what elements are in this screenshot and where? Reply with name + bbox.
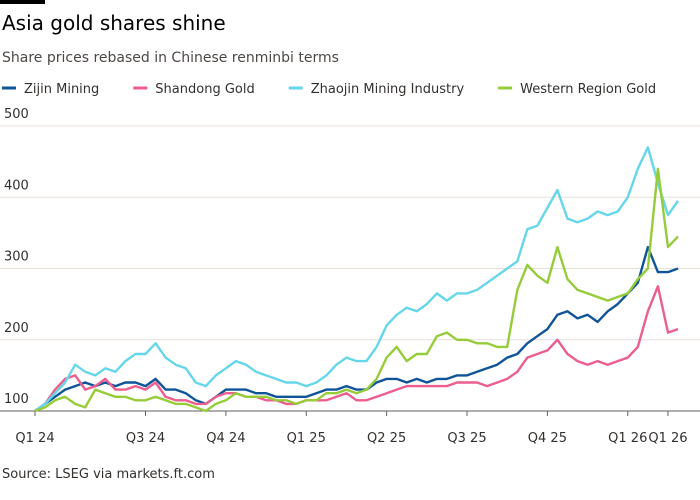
y-tick-label: 500 — [4, 107, 29, 122]
series-line — [34, 245, 679, 412]
x-tick-label: Q1 26 — [648, 431, 687, 446]
legend-label: Western Region Gold — [520, 82, 656, 97]
x-tick-label: Q2 25 — [367, 431, 406, 446]
series-line — [34, 146, 679, 412]
x-tick-label: Q4 25 — [528, 431, 567, 446]
brand-bar — [0, 0, 45, 4]
x-tick-label: Q3 24 — [126, 431, 165, 446]
series-line — [34, 285, 679, 412]
legend-label: Zhaojin Mining Industry — [311, 82, 465, 97]
chart-title: Asia gold shares shine — [2, 11, 226, 35]
legend-label: Zijin Mining — [24, 82, 99, 97]
y-tick-label: 400 — [4, 178, 29, 193]
x-tick-label: Q3 25 — [447, 431, 486, 446]
source: Source: LSEG via markets.ft.com — [2, 467, 215, 482]
y-tick-label: 300 — [4, 250, 29, 265]
x-tick-label: Q4 24 — [206, 431, 245, 446]
x-tick-label: Q1 26 — [608, 431, 647, 446]
legend-label: Shandong Gold — [155, 82, 254, 97]
chart-subtitle: Share prices rebased in Chinese renminbi… — [2, 50, 339, 66]
x-tick-label: Q1 25 — [287, 431, 326, 446]
y-tick-label: 200 — [4, 321, 29, 336]
y-tick-label: 100 — [4, 392, 29, 407]
x-tick-label: Q1 24 — [15, 431, 54, 446]
series-line — [34, 167, 679, 413]
